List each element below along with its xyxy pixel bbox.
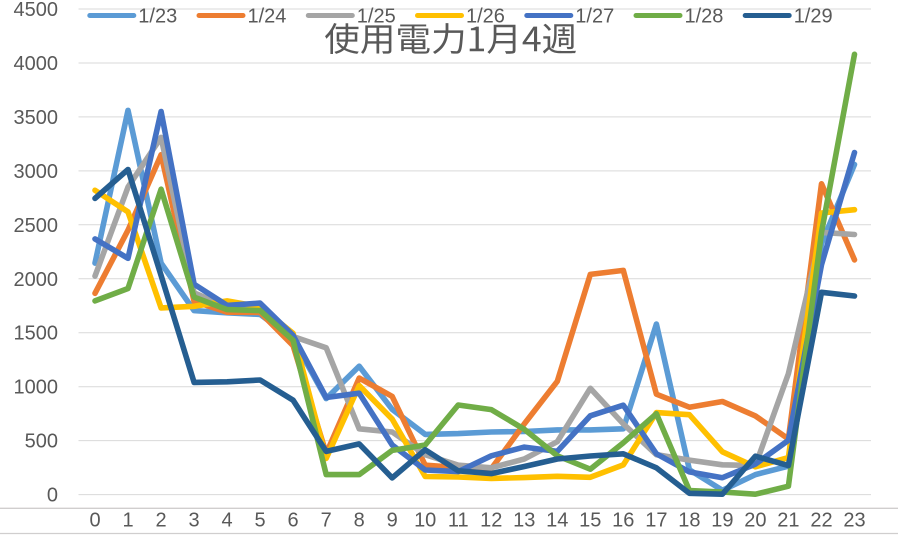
svg-text:3000: 3000 (14, 161, 59, 183)
svg-text:3500: 3500 (14, 107, 59, 129)
svg-text:19: 19 (711, 510, 733, 532)
svg-text:20: 20 (744, 510, 766, 532)
svg-text:21: 21 (777, 510, 799, 532)
svg-text:0: 0 (89, 510, 100, 532)
svg-text:1: 1 (122, 510, 133, 532)
svg-text:11: 11 (448, 510, 469, 532)
svg-text:1/29: 1/29 (794, 6, 833, 28)
svg-text:4500: 4500 (14, 0, 59, 21)
svg-text:4000: 4000 (14, 53, 59, 75)
svg-text:1/28: 1/28 (685, 6, 724, 28)
svg-text:4: 4 (222, 510, 233, 532)
svg-text:14: 14 (546, 510, 568, 532)
svg-text:12: 12 (480, 510, 502, 532)
svg-text:2: 2 (156, 510, 167, 532)
svg-text:0: 0 (47, 485, 58, 507)
svg-text:2500: 2500 (14, 215, 59, 237)
svg-text:1/24: 1/24 (248, 6, 287, 28)
svg-text:9: 9 (387, 510, 398, 532)
svg-text:1000: 1000 (14, 377, 59, 399)
svg-text:1/26: 1/26 (466, 6, 505, 28)
svg-text:1/27: 1/27 (575, 6, 614, 28)
svg-text:2000: 2000 (14, 269, 59, 291)
svg-text:15: 15 (579, 510, 601, 532)
svg-text:22: 22 (810, 510, 832, 532)
svg-text:500: 500 (25, 431, 58, 453)
svg-text:13: 13 (513, 510, 535, 532)
svg-text:1/23: 1/23 (138, 6, 177, 28)
svg-text:18: 18 (678, 510, 700, 532)
svg-text:10: 10 (414, 510, 436, 532)
svg-text:1500: 1500 (14, 323, 59, 345)
svg-text:17: 17 (645, 510, 667, 532)
svg-text:3: 3 (189, 510, 200, 532)
svg-text:5: 5 (255, 510, 266, 532)
svg-text:16: 16 (612, 510, 634, 532)
svg-text:1/25: 1/25 (357, 6, 396, 28)
svg-text:6: 6 (288, 510, 299, 532)
svg-text:23: 23 (843, 510, 865, 532)
svg-text:8: 8 (354, 510, 365, 532)
svg-text:7: 7 (321, 510, 332, 532)
